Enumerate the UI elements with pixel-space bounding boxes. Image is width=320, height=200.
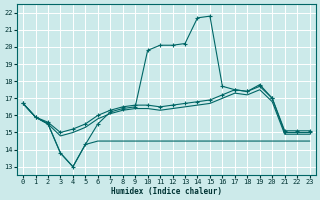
X-axis label: Humidex (Indice chaleur): Humidex (Indice chaleur) <box>111 187 222 196</box>
